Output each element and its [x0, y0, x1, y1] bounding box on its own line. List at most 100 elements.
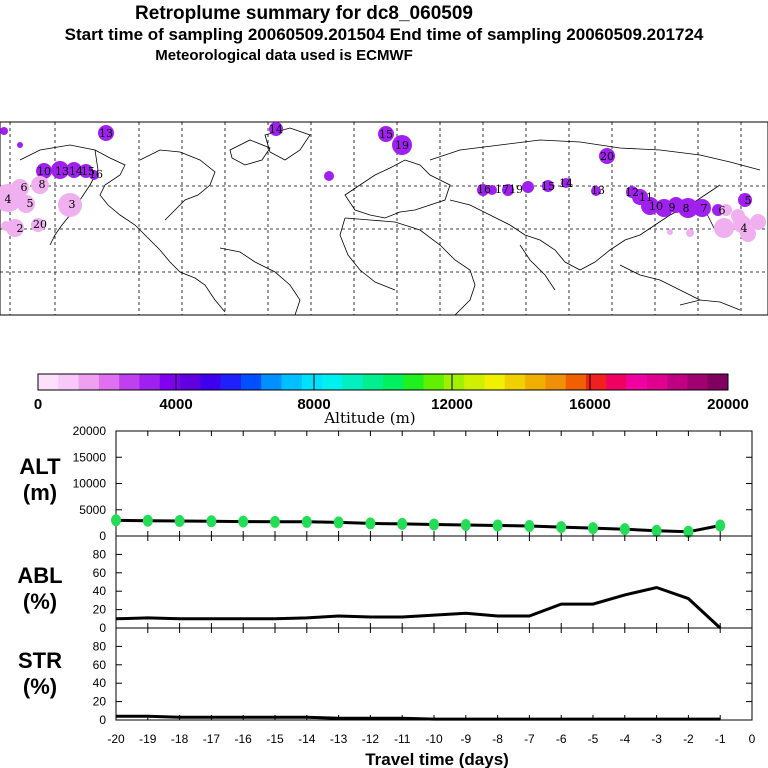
x-tick-label: -6 [556, 732, 567, 746]
plume-marker [0, 127, 8, 135]
colorbar-cell [504, 374, 526, 390]
plume-day-label: 2 [17, 222, 24, 235]
x-tick-label: -13 [330, 732, 348, 746]
panel-abl: ABL(%) 0 20 40 60 80 [17, 535, 753, 635]
x-tick-label: -7 [524, 732, 535, 746]
series-line-alt [115, 518, 721, 534]
plume-day-label: 5 [27, 197, 34, 210]
plume-marker [542, 180, 554, 192]
colorbar-cell [443, 374, 465, 390]
alt-marker [460, 518, 471, 531]
colorbar-cell [383, 374, 404, 390]
colorbar-cell [159, 374, 181, 390]
plume-day-label: 14 [69, 165, 83, 178]
plume-day-label: 8 [39, 178, 46, 191]
plume-marker [599, 148, 615, 164]
plume-marker [720, 204, 732, 216]
panel-ylabel-unit: (m) [23, 480, 57, 505]
y-tick-label: 60 [93, 658, 107, 672]
plume-day-label: 9 [669, 201, 676, 214]
series-line-abl [115, 585, 722, 630]
y-tick-label: 40 [93, 676, 107, 690]
panel-ylabel-unit: (%) [23, 674, 57, 699]
colorbar-cell [139, 374, 161, 390]
plume-day-label: 5 [745, 194, 752, 207]
plume-marker [667, 229, 673, 235]
plume-day-label: 6 [719, 204, 726, 217]
plume-marker [17, 142, 23, 148]
plume-day-label: 8 [683, 202, 690, 215]
colorbar-cell [423, 374, 445, 390]
colorbar-cell [484, 374, 506, 390]
plume-day-label: 19 [509, 183, 523, 196]
alt-marker [492, 519, 503, 532]
x-tick-label: -19 [139, 732, 157, 746]
plume-day-label: 14 [559, 177, 573, 190]
coastlines [19, 127, 761, 316]
time-series-panels: ALT(m)05000100001500020000ABL(%)02040608… [17, 424, 755, 768]
sampling-time-subtitle: Start time of sampling 20060509.201504 E… [64, 25, 704, 44]
plume-day-label: 12 [625, 186, 639, 199]
map-frame [0, 121, 768, 316]
plume-day-label: 15 [541, 180, 555, 193]
plume-day-label: 6 [21, 181, 28, 194]
plume-marker [686, 229, 694, 237]
panel-frame [115, 627, 753, 721]
chart-title: Retroplume summary for dc8_060509 [135, 3, 473, 24]
met-data-subtitle: Meteorological data used is ECMWF [155, 47, 413, 64]
plume-day-label: 15 [379, 128, 393, 141]
plume-day-label: 16 [89, 168, 103, 181]
colorbar-cell [403, 374, 424, 390]
colorbar-title: Altitude (m) [323, 409, 415, 427]
plume-marker [477, 184, 489, 196]
x-tick-label: -2 [683, 732, 694, 746]
x-tick-label: -14 [298, 732, 316, 746]
x-axis-title: Travel time (days) [365, 750, 509, 768]
plume-day-label: 13 [99, 127, 113, 140]
x-tick-label: -3 [651, 732, 662, 746]
panel-alt: ALT(m) 0 5000 10000 15000 20000 [19, 424, 753, 543]
plume-day-label: 17 [495, 183, 509, 196]
y-tick-label: 80 [93, 547, 107, 561]
plume-day-label: 3 [69, 198, 76, 211]
colorbar-cell [464, 374, 485, 390]
colorbar-tick-label: 8000 [297, 396, 330, 413]
y-tick-label: 0 [99, 529, 106, 543]
colorbar-cell [646, 374, 668, 390]
plume-marker [561, 178, 571, 188]
colorbar-cell [525, 374, 546, 390]
alt-marker [683, 525, 694, 538]
x-tick-label: -8 [492, 732, 503, 746]
x-tick-label: -16 [235, 732, 253, 746]
plume-day-label: 10 [37, 165, 51, 178]
y-tick-label: 10000 [73, 477, 107, 491]
x-tick-label: 0 [749, 732, 756, 746]
plume-marker [591, 186, 601, 196]
altitude-colorbar: 0 4000 8000 12000 16000 20000 Altitude (m) [34, 373, 749, 427]
alt-marker [206, 515, 217, 528]
colorbar-cell [545, 374, 566, 390]
colorbar-tick-label: 4000 [159, 396, 192, 413]
alt-marker [174, 515, 185, 528]
plume-marker [51, 161, 69, 179]
plume-day-label: 7 [701, 202, 708, 215]
colorbar-cell [240, 374, 262, 390]
alt-marker [588, 522, 598, 535]
plume-marker [740, 226, 756, 242]
plume-day-label: 11 [639, 191, 653, 204]
plume-marker [522, 181, 534, 193]
plume-day-label: 4 [5, 193, 12, 206]
x-tick-label: -20 [107, 732, 125, 746]
plume-marker [693, 199, 711, 217]
plume-day-label: 15 [81, 165, 95, 178]
plume-marker [269, 122, 283, 136]
panel-ylabel: ALT [19, 454, 61, 479]
y-tick-label: 60 [93, 566, 107, 580]
alt-marker [715, 519, 726, 532]
plume-marker [392, 135, 412, 155]
plume-marker [66, 162, 82, 178]
colorbar-cell [585, 374, 607, 390]
colorbar-tick-label: 12000 [431, 396, 473, 413]
